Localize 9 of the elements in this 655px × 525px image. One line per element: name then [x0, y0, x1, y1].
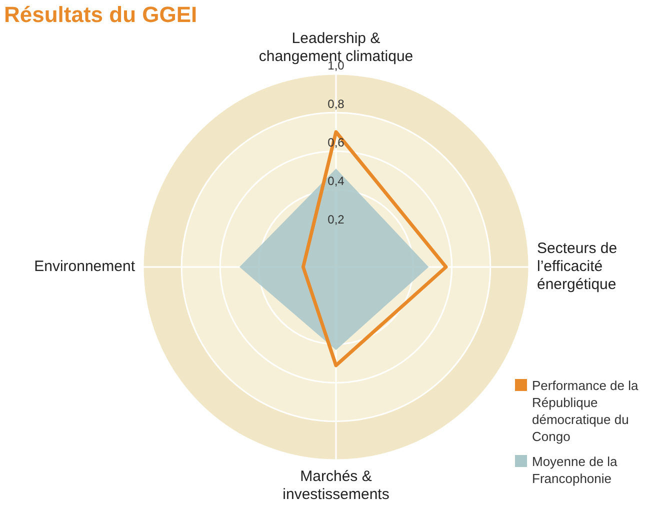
y-tick-label: 0,4 — [328, 174, 345, 188]
spoke-label: Environnement — [34, 258, 136, 276]
spoke-label: Secteurs de l’efficacité énergétique — [537, 240, 618, 294]
y-tick-label: 0,8 — [328, 96, 345, 111]
chart-title: Résultats du GGEI — [4, 2, 198, 28]
y-tick-label: 0,2 — [328, 212, 345, 227]
spoke-label: Marchés & investissements — [282, 468, 390, 504]
legend-label: Moyenne de la Francophonie — [532, 453, 618, 487]
legend-label: Performance de la République démocratique du Congo — [532, 377, 640, 445]
